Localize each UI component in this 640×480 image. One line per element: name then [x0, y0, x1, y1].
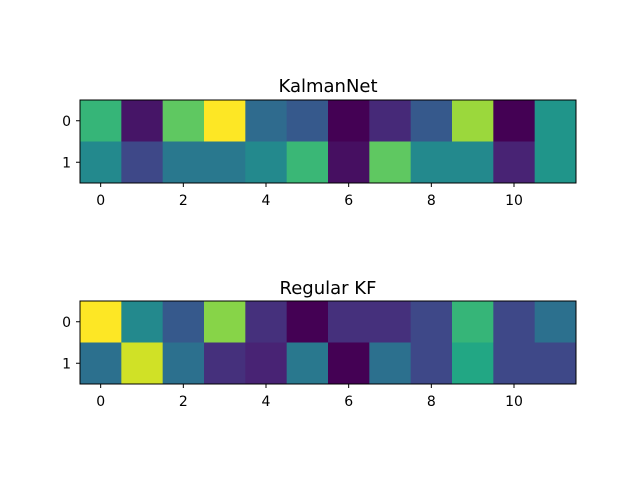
heatmap-cell: [410, 342, 453, 385]
x-axis-ticks: 0 2 4 6 8 10: [96, 384, 523, 410]
heatmap-cell: [493, 141, 536, 184]
heatmap-cell: [204, 342, 246, 385]
heatmap-title: KalmanNet: [278, 76, 377, 97]
x-tick-label: 8: [427, 394, 436, 410]
heatmap-cell: [328, 342, 370, 385]
heatmap-panel-regular-kf: Regular KF 0 2 4 6 8 10 0 1: [62, 278, 577, 410]
axes-frame: [79, 99, 577, 184]
heatmap-cell: [328, 301, 370, 343]
heatmap-cell: [369, 342, 412, 385]
axes-frame: [79, 300, 577, 385]
heatmap-cell: [286, 100, 329, 142]
y-tick-label: 1: [62, 155, 71, 171]
y-axis-ticks: 0 1: [62, 114, 80, 171]
heatmap-cell: [493, 301, 536, 343]
x-tick-label: 6: [344, 394, 353, 410]
heatmap-cell: [162, 301, 205, 343]
y-axis-ticks: 0 1: [62, 315, 80, 372]
x-tick-label: 4: [262, 394, 271, 410]
x-tick-label: 8: [427, 193, 436, 209]
heatmap-cell: [204, 141, 246, 184]
heatmap-cell: [328, 141, 370, 184]
heatmap-cell: [121, 100, 164, 142]
x-tick-label: 2: [179, 193, 188, 209]
heatmap-cells: [80, 301, 577, 385]
heatmap-cell: [452, 301, 494, 343]
heatmap-cell: [534, 301, 577, 343]
heatmap-cell: [121, 141, 164, 184]
heatmap-cell: [493, 342, 536, 385]
heatmap-cell: [286, 342, 329, 385]
heatmap-cell: [534, 100, 577, 142]
heatmap-cell: [80, 100, 122, 142]
x-tick-label: 4: [262, 193, 271, 209]
x-tick-label: 10: [505, 394, 523, 410]
heatmap-cell: [328, 100, 370, 142]
heatmap-cell: [534, 141, 577, 184]
x-tick-label: 10: [505, 193, 523, 209]
y-tick-label: 0: [62, 315, 71, 331]
heatmap-cell: [286, 141, 329, 184]
heatmap-cell: [245, 301, 288, 343]
y-tick-label: 0: [62, 114, 71, 130]
heatmap-cell: [452, 100, 494, 142]
heatmap-cell: [369, 301, 412, 343]
heatmap-cell: [410, 301, 453, 343]
heatmap-cell: [80, 141, 122, 184]
y-tick-label: 1: [62, 356, 71, 372]
heatmap-cell: [162, 141, 205, 184]
heatmap-cell: [410, 100, 453, 142]
heatmap-cell: [204, 100, 246, 142]
heatmap-cell: [80, 342, 122, 385]
heatmap-cell: [534, 342, 577, 385]
heatmap-cell: [80, 301, 122, 343]
heatmap-cell: [121, 301, 164, 343]
x-tick-label: 0: [96, 394, 105, 410]
x-tick-label: 2: [179, 394, 188, 410]
heatmap-cell: [410, 141, 453, 184]
heatmap-cells: [80, 100, 577, 184]
x-tick-label: 6: [344, 193, 353, 209]
heatmap-cell: [286, 301, 329, 343]
heatmap-cell: [245, 141, 288, 184]
heatmap-cell: [204, 301, 246, 343]
heatmap-cell: [245, 100, 288, 142]
heatmap-cell: [162, 100, 205, 142]
x-axis-ticks: 0 2 4 6 8 10: [96, 183, 523, 209]
heatmap-title: Regular KF: [280, 278, 377, 299]
heatmap-cell: [121, 342, 164, 385]
heatmap-cell: [369, 141, 412, 184]
heatmap-cell: [452, 342, 494, 385]
x-tick-label: 0: [96, 193, 105, 209]
heatmap-panel-kalmannet: KalmanNet 0 2 4 6 8 10 0 1: [62, 76, 577, 209]
heatmap-cell: [245, 342, 288, 385]
heatmap-cell: [369, 100, 412, 142]
heatmap-cell: [452, 141, 494, 184]
heatmap-cell: [493, 100, 536, 142]
heatmap-cell: [162, 342, 205, 385]
